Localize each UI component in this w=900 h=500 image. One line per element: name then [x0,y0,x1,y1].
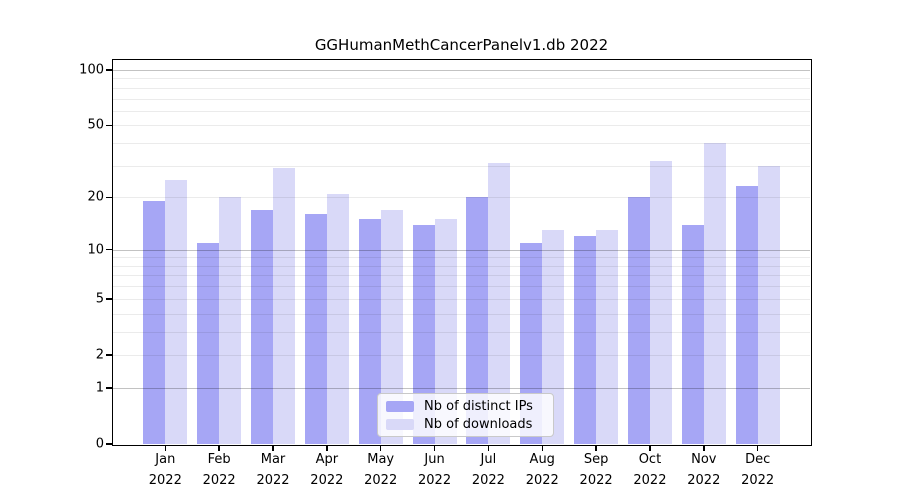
legend-swatch-distinct-ips [386,400,414,412]
legend-swatch-downloads [386,418,414,430]
x-label-oct: Oct 2022 [633,452,667,488]
gridline-major-10 [113,249,810,251]
x-tick-nov [703,445,705,451]
x-tick-aug [541,445,543,451]
x-label-apr: Apr 2022 [310,452,344,488]
legend: Nb of distinct IPs Nb of downloads [377,393,554,437]
gridline-minor-20 [113,197,810,199]
gridline-minor-40 [113,143,810,145]
bar-downloads-jul [488,163,511,444]
bar-downloads-aug [542,230,565,444]
bar-downloads-sep [596,230,619,444]
x-label-aug: Aug 2022 [525,452,559,488]
x-tick-oct [649,445,651,451]
x-tick-jul [487,445,490,451]
y-tick-label-20: 20 [87,189,104,205]
gridline-minor-70 [113,98,810,100]
x-tick-mar [272,445,274,451]
bar-ips-oct [627,197,650,444]
x-label-jul: Jul 2022 [471,452,505,488]
legend-item-downloads: Nb of downloads [386,417,553,432]
x-label-feb: Feb 2022 [202,452,236,488]
gridline-minor-6 [113,286,810,288]
gridline-minor-50 [113,125,810,127]
y-tick-100 [106,69,112,71]
x-label-sep: Sep 2022 [579,452,613,488]
legend-item-distinct-ips: Nb of distinct IPs [386,399,553,414]
x-label-dec: Dec 2022 [741,452,775,488]
x-tick-jan [164,445,167,451]
y-tick-label-2: 2 [95,347,104,363]
bar-ips-sep [574,236,597,444]
x-label-may: May 2022 [364,452,398,488]
bar-downloads-dec [757,165,780,444]
y-tick-label-0: 0 [95,436,104,452]
bar-ips-apr [304,214,327,444]
bar-ips-jul [466,197,489,444]
x-label-mar: Mar 2022 [256,452,290,488]
bar-downloads-jan [165,179,188,444]
bar-downloads-feb [219,197,242,444]
gridline-minor-4 [113,313,810,315]
chart-title: GGHumanMethCancerPanelv1.db 2022 [314,36,609,54]
gridline-major-1 [113,387,810,389]
y-tick-20 [106,196,112,199]
bar-downloads-nov [703,143,726,444]
bar-ips-jun [412,224,435,444]
y-tick-2 [106,354,112,356]
legend-label-downloads: Nb of downloads [424,416,533,432]
y-tick-label-50: 50 [87,117,104,133]
y-tick-5 [106,298,112,300]
y-tick-0 [106,443,112,445]
bar-ips-jan [143,201,166,444]
y-tick-label-100: 100 [79,62,104,78]
bar-downloads-oct [649,160,672,444]
y-tick-1 [106,387,112,389]
gridline-minor-8 [113,265,810,267]
gridline-minor-90 [113,78,810,80]
x-label-jun: Jun 2022 [418,452,452,488]
gridline-major-100 [113,70,810,71]
x-tick-apr [326,445,328,451]
bar-ips-feb [197,242,220,444]
x-tick-may [379,445,382,451]
legend-label-distinct-ips: Nb of distinct IPs [424,398,533,414]
x-tick-jun [433,445,436,451]
gridline-minor-9 [113,257,810,259]
x-tick-dec [756,445,759,451]
y-tick-label-5: 5 [95,291,104,307]
y-tick-10 [106,248,112,251]
x-tick-sep [595,445,597,451]
bar-ips-dec [735,186,758,444]
y-tick-50 [106,124,112,127]
y-tick-label-10: 10 [87,242,104,258]
bar-downloads-may [380,209,403,444]
bar-downloads-apr [326,193,349,444]
x-label-nov: Nov 2022 [687,452,721,488]
gridline-minor-5 [113,298,810,300]
bar-downloads-mar [273,168,295,444]
gridline-minor-80 [113,87,810,89]
x-tick-feb [218,445,220,451]
gridline-minor-60 [113,110,810,112]
x-label-jan: Jan 2022 [148,452,182,488]
gridline-minor-3 [113,331,810,333]
gridline-minor-30 [113,165,810,167]
gridline-minor-2 [113,354,810,356]
bar-ips-nov [681,224,704,444]
gridline-minor-7 [113,275,810,277]
bar-downloads-jun [434,219,457,444]
bar-ips-may [358,219,381,444]
y-tick-label-1: 1 [95,380,104,396]
bar-ips-mar [251,209,273,444]
